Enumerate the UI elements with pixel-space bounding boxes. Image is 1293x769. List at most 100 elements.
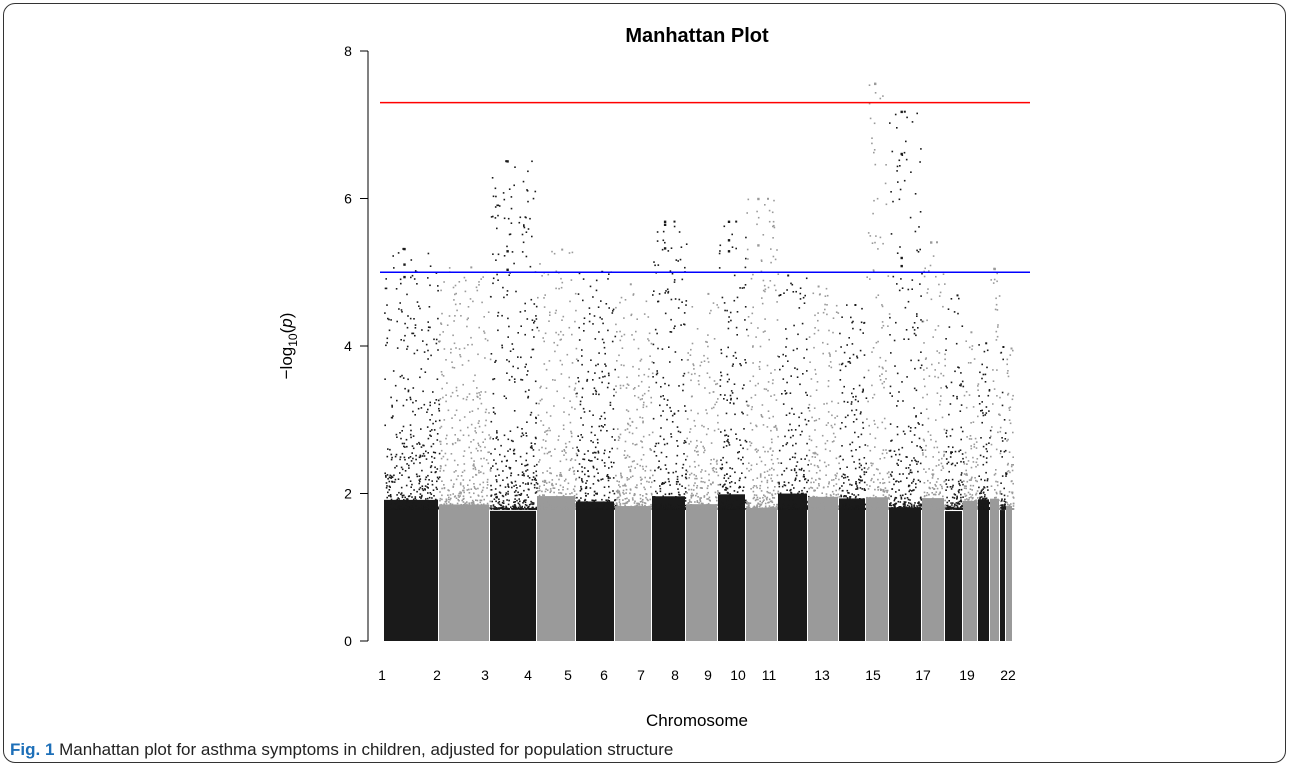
snp-point [667, 250, 670, 252]
snp-point [795, 508, 798, 510]
snp-point [590, 508, 593, 510]
snp-point [439, 398, 442, 400]
snp-point [608, 307, 610, 309]
snp-point [641, 417, 644, 419]
snp-point [613, 508, 616, 510]
snp-point [457, 475, 459, 477]
snp-point [458, 507, 461, 509]
snp-point [490, 507, 492, 509]
snp-point [522, 434, 525, 436]
snp-point [568, 505, 571, 508]
snp-point [792, 349, 795, 352]
snp-point [573, 503, 575, 506]
snp-point [454, 442, 457, 444]
snp-point [534, 380, 537, 383]
snp-point [532, 506, 534, 509]
snp-point [430, 465, 433, 467]
snp-point [825, 493, 828, 495]
snp-point [858, 506, 860, 508]
snp-point [854, 496, 857, 499]
snp-point [427, 452, 429, 454]
snp-point [729, 311, 732, 314]
snp-point [717, 493, 719, 495]
snp-point [687, 484, 690, 487]
snp-point [840, 508, 842, 510]
snp-point [461, 364, 464, 366]
y-axis-label: −log10(p) [277, 313, 300, 380]
snp-point [764, 476, 766, 479]
snp-point [553, 508, 555, 510]
snp-point [394, 384, 397, 387]
snp-point [438, 410, 441, 412]
snp-point [765, 388, 768, 391]
snp-point [707, 361, 710, 363]
snp-point [531, 501, 533, 504]
chromosome-2-points [439, 266, 492, 641]
snp-point [411, 274, 414, 277]
snp-point [453, 342, 456, 345]
snp-point [855, 488, 857, 490]
snp-point [690, 409, 692, 412]
snp-point [763, 507, 766, 510]
snp-point [839, 499, 842, 502]
snp-point [595, 501, 597, 504]
snp-point [442, 396, 444, 399]
snp-point [731, 392, 734, 394]
chromosome-5-dense-band [576, 501, 614, 641]
chromosome-11-dense-band [778, 493, 807, 641]
snp-point [535, 470, 537, 473]
snp-point [714, 403, 716, 406]
snp-point [802, 497, 805, 500]
snp-point [791, 283, 794, 286]
snp-point [599, 503, 601, 506]
snp-point [612, 490, 614, 492]
snp-point [760, 414, 763, 416]
snp-point [643, 486, 645, 489]
snp-point [873, 500, 876, 502]
snp-point [589, 487, 592, 489]
snp-point [596, 468, 598, 471]
snp-point [887, 275, 890, 277]
snp-point [847, 508, 849, 510]
snp-point [708, 479, 710, 482]
snp-point [636, 486, 638, 489]
snp-point [612, 310, 614, 312]
snp-point [843, 385, 845, 388]
snp-point [448, 489, 450, 492]
snp-point [535, 481, 538, 484]
snp-point [535, 422, 537, 424]
snp-point [607, 329, 609, 332]
snp-point [730, 319, 732, 322]
snp-point [446, 324, 449, 326]
snp-point [738, 451, 740, 453]
snp-point [570, 430, 572, 433]
snp-point [617, 435, 620, 438]
snp-point [452, 334, 454, 337]
snp-point [766, 479, 769, 482]
snp-point [525, 508, 528, 510]
snp-point [631, 334, 633, 336]
snp-point [530, 508, 532, 510]
snp-point [700, 480, 702, 483]
snp-point [644, 476, 646, 479]
snp-point [401, 311, 403, 313]
snp-point [627, 422, 629, 425]
snp-point [636, 408, 638, 411]
snp-point [639, 494, 642, 496]
snp-point [392, 481, 394, 483]
snp-point [635, 427, 638, 429]
snp-point [602, 376, 604, 378]
snp-point [604, 363, 606, 365]
snp-point [673, 281, 676, 283]
snp-point [653, 480, 656, 482]
snp-point [640, 458, 643, 461]
snp-point [525, 432, 527, 434]
snp-point [634, 505, 636, 508]
snp-point [571, 251, 574, 254]
snp-point [816, 508, 818, 510]
snp-point [558, 435, 560, 437]
snp-point [479, 499, 482, 502]
snp-point [575, 477, 578, 480]
snp-point [787, 505, 789, 508]
snp-point [500, 504, 503, 507]
